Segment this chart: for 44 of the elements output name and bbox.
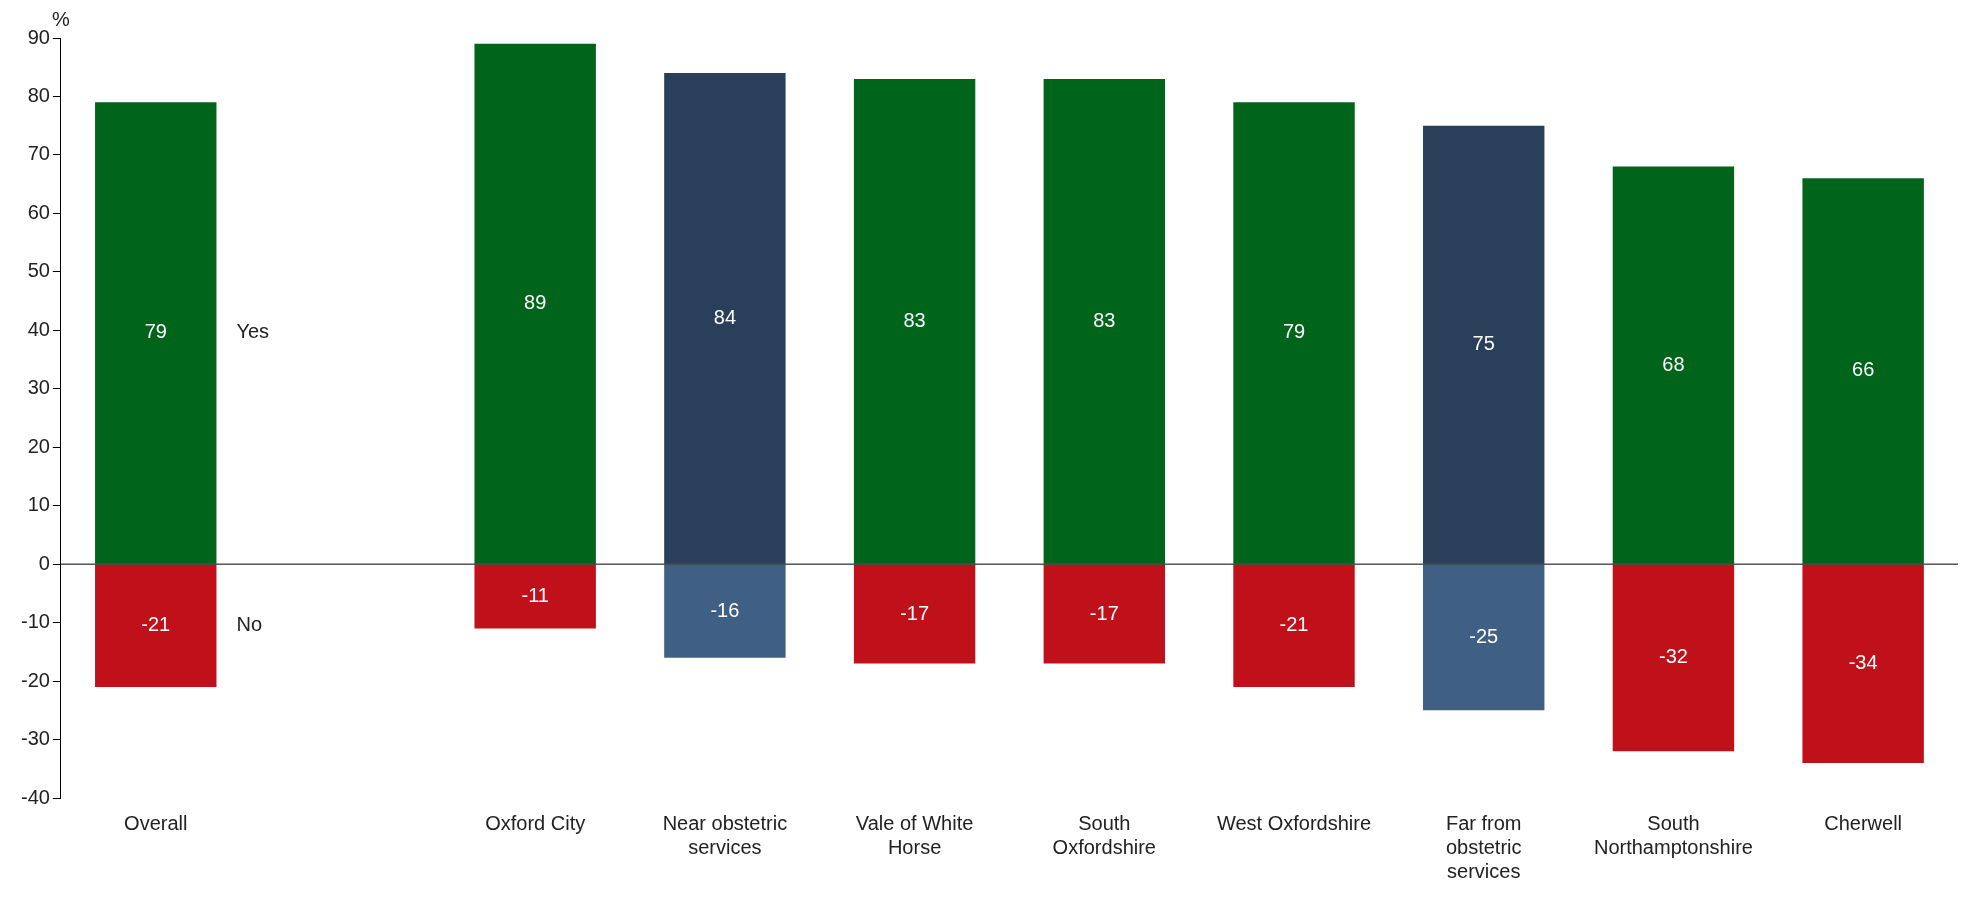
data-label: 79 <box>1282 320 1306 343</box>
data-label: -17 <box>900 601 930 624</box>
y-tick-label: 90 <box>27 25 50 48</box>
data-label: -32 <box>1658 645 1688 668</box>
x-tick-label: South Northamptonshire <box>1593 811 1753 858</box>
data-label: 83 <box>903 308 926 331</box>
data-label: 66 <box>1852 358 1875 381</box>
data-label: -21 <box>1279 613 1309 636</box>
x-tick-label: West Oxfordshire <box>1216 811 1372 834</box>
x-tick-label: Cherwell <box>1824 811 1903 834</box>
x-tick-label: Near obstetric services <box>662 811 788 858</box>
x-tick-label: South Oxfordshire <box>1052 811 1156 858</box>
data-label: 68 <box>1662 352 1685 375</box>
x-tick-label: Far from obstetric services <box>1445 811 1522 882</box>
data-label: 79 <box>144 320 167 343</box>
y-tick-label: -20 <box>21 668 50 691</box>
series-label: No <box>236 613 263 636</box>
data-label: -21 <box>141 613 171 636</box>
data-label: 89 <box>524 291 547 314</box>
y-tick-label: 30 <box>27 376 50 399</box>
y-tick-label: 10 <box>27 493 50 516</box>
y-tick-label: -30 <box>21 727 50 750</box>
x-tick-label: Oxford City <box>485 811 586 834</box>
y-axis-title: % <box>52 7 71 30</box>
y-tick-label: 80 <box>27 83 50 106</box>
data-label: 75 <box>1472 332 1495 355</box>
y-tick-label: 40 <box>27 317 50 340</box>
y-tick-label: 0 <box>38 551 50 574</box>
data-label: -34 <box>1848 651 1878 674</box>
y-tick-label: 60 <box>27 200 50 223</box>
y-tick-label: -40 <box>21 785 50 808</box>
x-tick-label: Overall <box>124 811 188 834</box>
y-tick-label: 70 <box>27 142 50 165</box>
x-tick-label: Vale of White Horse <box>855 811 974 858</box>
y-tick-label: 20 <box>27 434 50 457</box>
data-label: -17 <box>1089 601 1119 624</box>
data-label: -16 <box>710 598 740 621</box>
data-label: 84 <box>713 305 737 328</box>
data-label: -25 <box>1469 625 1499 647</box>
data-label: -11 <box>521 584 549 607</box>
y-tick-label: 50 <box>27 259 50 282</box>
series-label: Yes <box>236 320 270 343</box>
data-label: 83 <box>1093 308 1116 331</box>
y-tick-label: -10 <box>21 610 50 633</box>
